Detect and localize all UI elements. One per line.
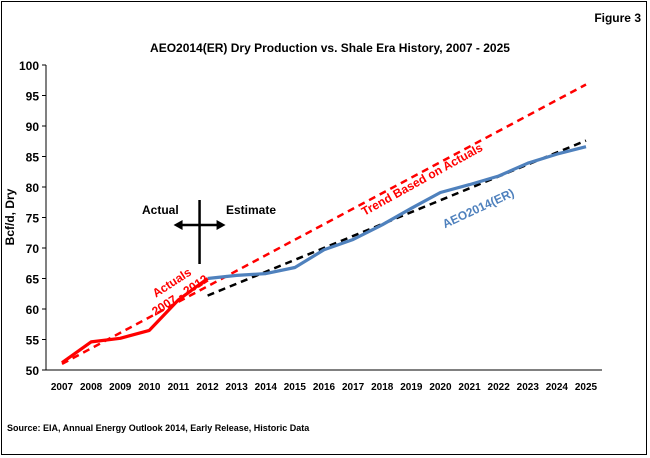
y-tick-label: 50	[26, 364, 40, 378]
x-tick-label: 2012	[196, 382, 219, 393]
arrow-right-icon	[216, 220, 226, 230]
y-tick-label: 95	[26, 90, 40, 104]
y-tick-label: 80	[26, 181, 40, 195]
x-tick-label: 2011	[168, 382, 190, 393]
annotation-estimate: Estimate	[226, 203, 276, 217]
x-tick-label: 2010	[138, 382, 161, 393]
x-tick-label: 2023	[517, 382, 540, 393]
y-tick-label: 65	[26, 273, 40, 287]
series-line-0	[61, 277, 209, 365]
x-tick-label: 2022	[488, 382, 511, 393]
x-tick-label: 2007	[51, 382, 74, 393]
annotation-aeo: AEO2014(ER)	[440, 186, 516, 231]
y-axis-label: Bcf/d, Dry	[3, 188, 17, 245]
series-line-2	[61, 83, 587, 366]
x-tick-label: 2016	[313, 382, 336, 393]
x-tick-label: 2017	[342, 382, 365, 393]
x-tick-label: 2019	[400, 382, 423, 393]
y-tick-label: 70	[26, 242, 40, 256]
y-tick-label: 85	[26, 151, 40, 165]
x-tick-label: 2015	[284, 382, 307, 393]
arrow-left-icon	[173, 220, 183, 230]
x-tick-label: 2024	[546, 382, 569, 393]
chart-title: AEO2014(ER) Dry Production vs. Shale Era…	[150, 41, 510, 55]
y-tick-label: 75	[26, 212, 40, 226]
series-line-1	[207, 145, 587, 281]
x-tick-label: 2020	[429, 382, 452, 393]
x-tick-label: 2009	[109, 382, 132, 393]
x-tick-label: 2013	[226, 382, 249, 393]
x-tick-label: 2008	[80, 382, 103, 393]
x-tick-label: 2014	[255, 382, 278, 393]
y-tick-label: 100	[19, 59, 39, 73]
x-tick-label: 2021	[458, 382, 481, 393]
y-tick-label: 55	[26, 334, 40, 348]
x-tick-label: 2018	[371, 382, 394, 393]
annotation-actual: Actual	[142, 203, 179, 217]
annotation-actuals-period: Actuals2007 - 2012	[141, 259, 211, 318]
y-tick-label: 90	[26, 120, 40, 134]
actual-estimate-divider	[173, 200, 226, 264]
series-lines	[61, 83, 587, 366]
source-note: Source: EIA, Annual Energy Outlook 2014,…	[7, 423, 310, 433]
x-tick-labels: 2007 2008 2009 2010 2011 2012 2013 2014 2015 2016…	[51, 382, 598, 393]
x-tick-label: 2025	[575, 382, 598, 393]
y-tick-labels: 50 55 60 65 70 75 80 85 90 95 100	[19, 59, 46, 378]
figure-label: Figure 3	[594, 11, 641, 25]
y-tick-label: 60	[26, 303, 40, 317]
